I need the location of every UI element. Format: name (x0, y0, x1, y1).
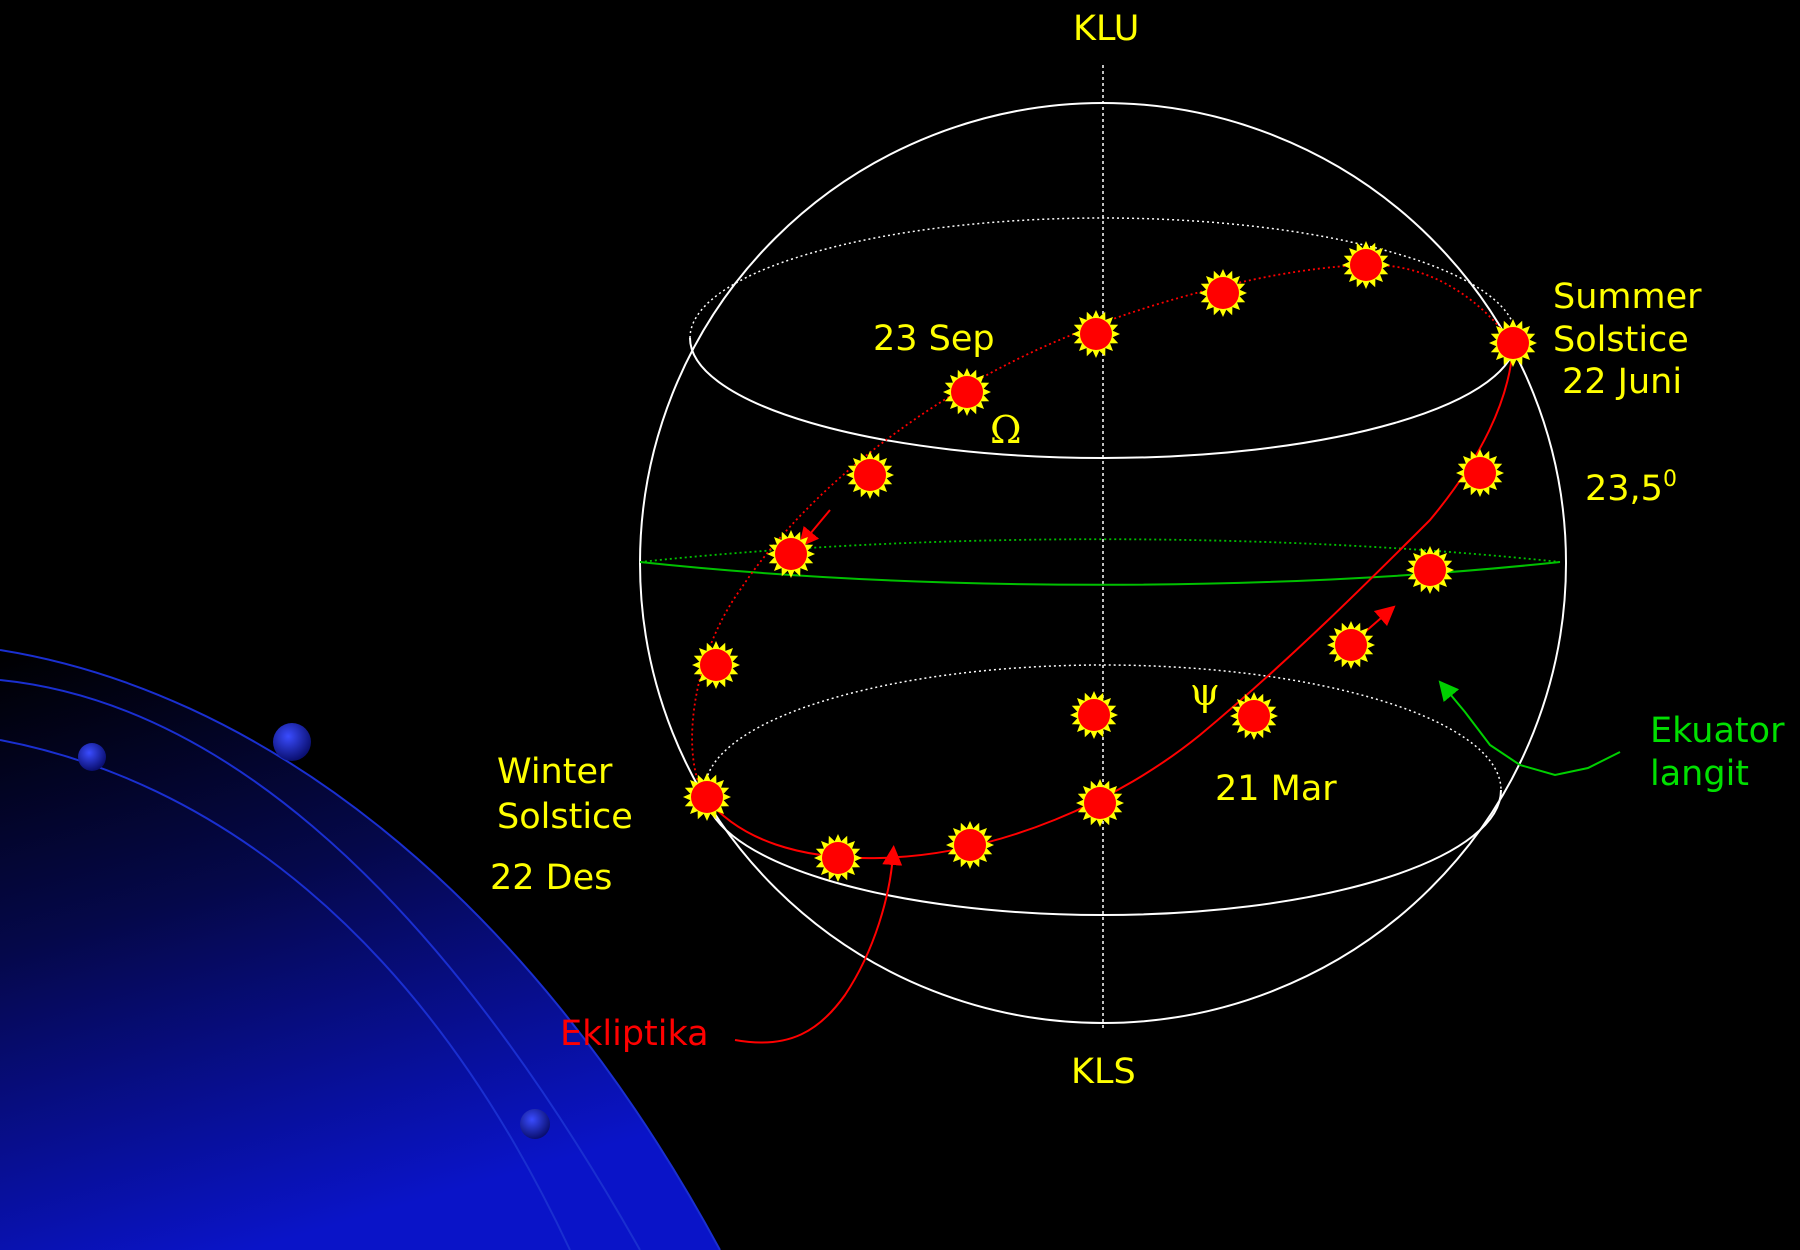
ecliptic-back (691, 264, 1514, 799)
ecliptic-front (705, 344, 1514, 860)
sun-core (1497, 327, 1529, 359)
sun-core (1078, 699, 1110, 731)
summer-solstice-line2: Solstice (1553, 320, 1689, 360)
omega-symbol: Ω (990, 408, 1022, 452)
sun-core (854, 459, 886, 491)
lower-parallel-front (704, 789, 1502, 916)
orbit-arc-1 (0, 649, 721, 1250)
sun-core (1207, 277, 1239, 309)
sun-marker-1 (683, 773, 731, 821)
equator-label-line1: Ekuator (1650, 711, 1785, 751)
summer-solstice-date: 22 Juni (1562, 362, 1682, 402)
sun-core (691, 781, 723, 813)
sun-marker-2 (814, 834, 862, 882)
moon-small (78, 743, 106, 771)
psi-symbol: ψ (1190, 670, 1220, 714)
winter-solstice-line1: Winter (497, 752, 613, 792)
sun-core (1080, 318, 1112, 350)
moon-large (273, 723, 311, 761)
planet-decoration (0, 649, 721, 1250)
sun-marker-15 (767, 530, 815, 578)
planet-body (0, 650, 720, 1250)
sun-marker-8 (1456, 449, 1504, 497)
sun-core (1414, 554, 1446, 586)
obliquity-value: 23,5 (1585, 469, 1663, 509)
sun-marker-16 (692, 641, 740, 689)
sun-marker-11 (1199, 269, 1247, 317)
sun-marker-13 (943, 368, 991, 416)
march-equinox-label: 21 Mar (1215, 769, 1337, 809)
sun-core (1350, 249, 1382, 281)
sun-core (1084, 787, 1116, 819)
obliquity-label: 23,50 (1585, 467, 1677, 509)
sun-core (951, 376, 983, 408)
equator-label-line2: langit (1650, 754, 1749, 794)
upper-parallel-back (689, 217, 1517, 339)
sun-marker-10 (1342, 241, 1390, 289)
sun-markers (683, 241, 1537, 882)
sun-marker-3 (946, 821, 994, 869)
sun-marker-17 (1070, 691, 1118, 739)
winter-solstice-date: 22 Des (490, 858, 612, 898)
sun-marker-9 (1489, 319, 1537, 367)
sun-core (775, 538, 807, 570)
sun-marker-14 (846, 451, 894, 499)
ecliptic-direction-arrow-back (798, 509, 831, 548)
sun-marker-4 (1076, 779, 1124, 827)
south-pole-label: KLS (1071, 1052, 1136, 1092)
sun-core (1238, 700, 1270, 732)
sun-core (1464, 457, 1496, 489)
moon-lower (520, 1109, 550, 1139)
september-equinox-label: 23 Sep (873, 319, 995, 359)
ekliptika-pointer (734, 845, 903, 1044)
sun-marker-7 (1406, 546, 1454, 594)
summer-solstice-line1: Summer (1553, 277, 1702, 317)
north-pole-label: KLU (1073, 9, 1139, 49)
obliquity-degree: 0 (1663, 467, 1677, 492)
sun-core (822, 842, 854, 874)
sun-marker-12 (1072, 310, 1120, 358)
sun-marker-6 (1327, 621, 1375, 669)
ekuator-pointer (1438, 680, 1621, 777)
sun-core (1335, 629, 1367, 661)
sun-core (700, 649, 732, 681)
sun-marker-5 (1230, 692, 1278, 740)
sun-core (954, 829, 986, 861)
upper-parallel-front (689, 337, 1517, 459)
winter-solstice-line2: Solstice (497, 797, 633, 837)
orbit-arc-2 (0, 679, 641, 1250)
ecliptic-label: Ekliptika (560, 1014, 709, 1054)
